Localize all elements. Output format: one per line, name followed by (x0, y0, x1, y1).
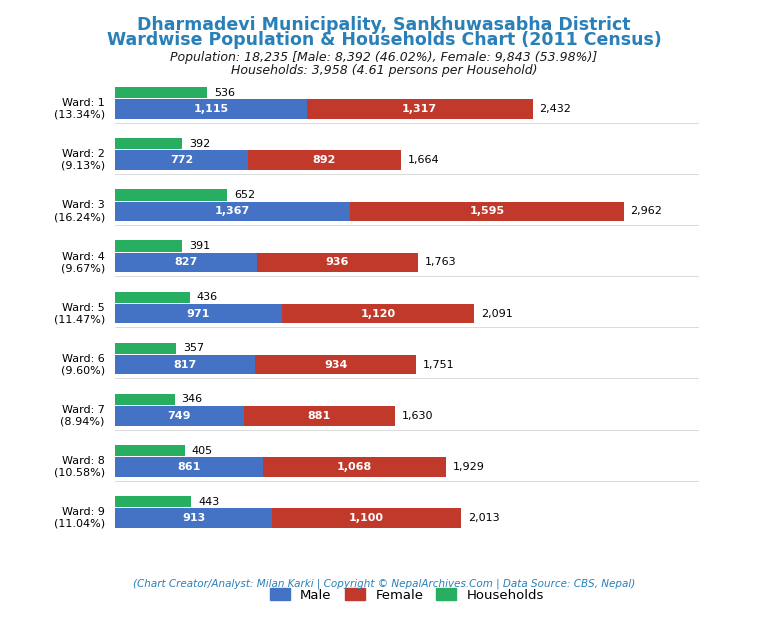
Text: 536: 536 (214, 88, 235, 98)
Text: 913: 913 (182, 513, 205, 523)
Text: (Chart Creator/Analyst: Milan Karki | Copyright © NepalArchives.Com | Data Sourc: (Chart Creator/Analyst: Milan Karki | Co… (133, 578, 635, 589)
Text: 1,595: 1,595 (469, 206, 505, 216)
Text: Population: 18,235 [Male: 8,392 (46.02%), Female: 9,843 (53.98%)]: Population: 18,235 [Male: 8,392 (46.02%)… (170, 51, 598, 64)
Bar (272, 508, 461, 528)
Bar (350, 202, 624, 221)
Text: 2,432: 2,432 (540, 104, 571, 114)
Bar (115, 138, 183, 150)
Text: 443: 443 (198, 497, 220, 506)
Text: 391: 391 (189, 241, 210, 251)
Bar (263, 457, 446, 477)
Bar (306, 99, 533, 119)
Text: 1,317: 1,317 (402, 104, 437, 114)
Text: 2,013: 2,013 (468, 513, 499, 523)
Bar (115, 304, 282, 323)
Text: 1,068: 1,068 (337, 462, 372, 472)
Text: 1,115: 1,115 (194, 104, 228, 114)
Bar (115, 189, 227, 201)
Text: 1,367: 1,367 (215, 206, 250, 216)
Text: 1,751: 1,751 (422, 359, 455, 369)
Bar (243, 406, 395, 426)
Text: 1,763: 1,763 (425, 257, 456, 267)
Bar (115, 292, 190, 303)
Text: 749: 749 (167, 411, 191, 421)
Text: 436: 436 (197, 292, 218, 302)
Text: 1,100: 1,100 (349, 513, 384, 523)
Text: 936: 936 (326, 257, 349, 267)
Text: 861: 861 (177, 462, 200, 472)
Bar (115, 457, 263, 477)
Text: Households: 3,958 (4.61 persons per Household): Households: 3,958 (4.61 persons per Hous… (230, 64, 538, 77)
Text: Wardwise Population & Households Chart (2011 Census): Wardwise Population & Households Chart (… (107, 31, 661, 49)
Bar (115, 343, 177, 354)
Text: 1,664: 1,664 (408, 155, 439, 165)
Text: 357: 357 (184, 343, 204, 353)
Bar (248, 150, 401, 170)
Bar (115, 406, 243, 426)
Text: 1,120: 1,120 (360, 308, 396, 318)
Text: 892: 892 (313, 155, 336, 165)
Text: 1,630: 1,630 (402, 411, 433, 421)
Text: 652: 652 (234, 190, 255, 200)
Bar (257, 253, 418, 272)
Bar (115, 355, 256, 374)
Bar (256, 355, 415, 374)
Text: 346: 346 (181, 394, 203, 404)
Bar (282, 304, 474, 323)
Bar (115, 508, 272, 528)
Bar (115, 87, 207, 98)
Text: 1,929: 1,929 (453, 462, 485, 472)
Bar (115, 150, 248, 170)
Text: 934: 934 (324, 359, 347, 369)
Bar (115, 496, 191, 507)
Text: 772: 772 (170, 155, 193, 165)
Bar (115, 202, 350, 221)
Text: 392: 392 (190, 139, 210, 149)
Bar (115, 99, 306, 119)
Text: 881: 881 (308, 411, 331, 421)
Text: 2,962: 2,962 (631, 206, 663, 216)
Bar (115, 394, 174, 405)
Bar (115, 240, 182, 252)
Text: 817: 817 (174, 359, 197, 369)
Text: 2,091: 2,091 (481, 308, 513, 318)
Bar (115, 253, 257, 272)
Text: Dharmadevi Municipality, Sankhuwasabha District: Dharmadevi Municipality, Sankhuwasabha D… (137, 16, 631, 34)
Text: 405: 405 (191, 445, 213, 455)
Legend: Male, Female, Households: Male, Female, Households (265, 583, 549, 607)
Bar (115, 445, 185, 456)
Text: 827: 827 (174, 257, 198, 267)
Text: 971: 971 (187, 308, 210, 318)
